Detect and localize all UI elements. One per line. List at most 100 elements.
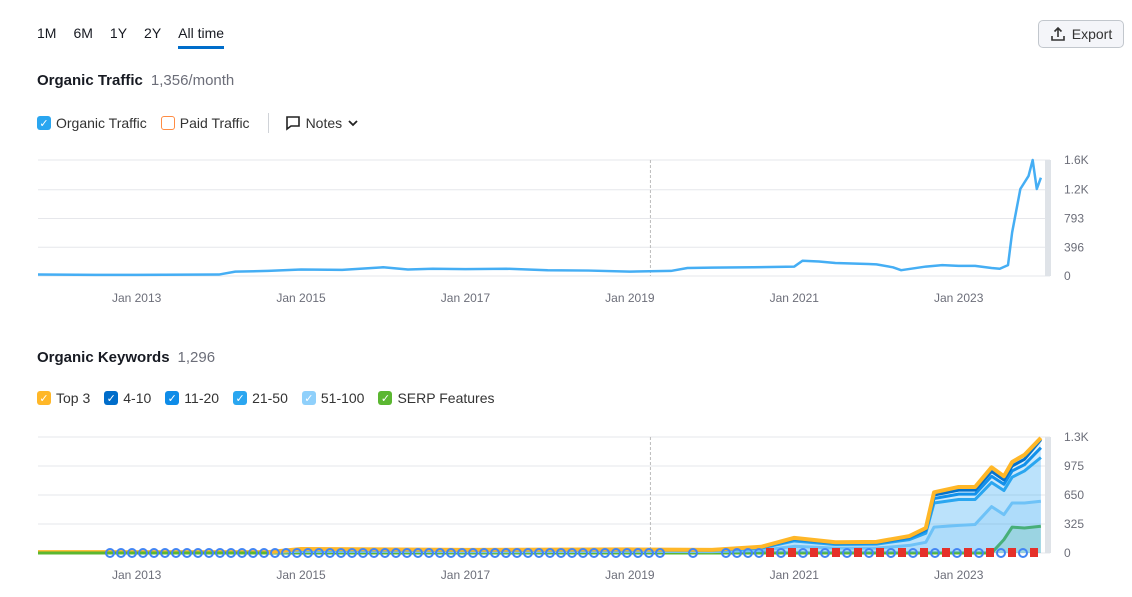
y-tick-label: 0 bbox=[1064, 269, 1071, 283]
legend-51-100[interactable]: ✓ 51-100 bbox=[301, 390, 365, 406]
legend-paid-traffic[interactable]: Paid Traffic bbox=[160, 115, 250, 131]
traffic-legend: ✓ Organic Traffic Paid Traffic Notes bbox=[37, 113, 373, 133]
google-g-icon bbox=[215, 548, 225, 558]
series-area-21-50 bbox=[38, 457, 1041, 553]
serp-flag-icon bbox=[986, 548, 994, 557]
google-g-icon bbox=[512, 548, 522, 558]
y-tick-label: 1.2K bbox=[1064, 183, 1089, 197]
google-g-icon bbox=[468, 548, 478, 558]
legend-21-50[interactable]: ✓ 21-50 bbox=[233, 390, 288, 406]
current-period-band bbox=[1045, 160, 1051, 276]
google-g-icon bbox=[930, 548, 940, 558]
traffic-chart: 0 396 793 1.2K 1.6K Jan 2013 Jan 2015 Jan 2017 J… bbox=[37, 153, 1089, 305]
google-g-icon bbox=[380, 548, 390, 558]
x-tick-label: Jan 2023 bbox=[934, 291, 984, 305]
y-tick-label: 396 bbox=[1064, 240, 1084, 254]
series-area-4-10 bbox=[38, 439, 1041, 553]
series-line-11-20 bbox=[38, 446, 1042, 554]
tab-2y[interactable]: 2Y bbox=[144, 25, 162, 41]
legend-11-20[interactable]: ✓ 11-20 bbox=[165, 390, 219, 406]
legend-label: 51-100 bbox=[320, 390, 365, 406]
google-g-icon bbox=[424, 548, 434, 558]
serp-flag-icon bbox=[964, 548, 972, 557]
period-tabs: 1M 6M 1Y 2Y All time bbox=[37, 25, 225, 49]
notes-dropdown[interactable]: Notes bbox=[285, 115, 360, 131]
legend-label: SERP Features bbox=[397, 390, 495, 406]
google-g-icon bbox=[633, 548, 643, 558]
x-tick-label: Jan 2013 bbox=[112, 291, 162, 305]
export-label: Export bbox=[1071, 26, 1113, 42]
legend-top-3[interactable]: ✓ Top 3 bbox=[37, 390, 90, 406]
x-tick-label: Jan 2015 bbox=[276, 568, 326, 582]
google-g-icon bbox=[721, 548, 731, 558]
google-g-icon bbox=[655, 548, 665, 558]
google-g-icon bbox=[490, 548, 500, 558]
x-tick-label: Jan 2023 bbox=[934, 568, 984, 582]
google-g-icon bbox=[732, 548, 742, 558]
legend-label: 11-20 bbox=[184, 390, 220, 406]
google-g-icon bbox=[457, 548, 467, 558]
series-area-11-20 bbox=[38, 447, 1041, 553]
chevron-down-icon bbox=[348, 120, 358, 127]
x-tick-label: Jan 2021 bbox=[770, 568, 820, 582]
google-g-icon bbox=[402, 548, 412, 558]
google-g-icon bbox=[204, 548, 214, 558]
google-g-icon bbox=[578, 548, 588, 558]
google-g-icon bbox=[325, 548, 335, 558]
serp-flag-icon bbox=[876, 548, 884, 557]
google-g-icon bbox=[435, 548, 445, 558]
google-g-icon bbox=[160, 548, 170, 558]
google-g-icon bbox=[336, 548, 346, 558]
y-tick-label: 975 bbox=[1064, 459, 1084, 473]
google-g-icon bbox=[996, 548, 1006, 558]
tab-6m[interactable]: 6M bbox=[73, 25, 93, 41]
google-g-icon bbox=[138, 548, 148, 558]
x-tick-label: Jan 2019 bbox=[605, 291, 655, 305]
legend-label: Top 3 bbox=[56, 390, 91, 406]
serp-flag-icon bbox=[920, 548, 928, 557]
legend-label: Organic Traffic bbox=[56, 115, 147, 131]
checkbox-checked-icon: ✓ bbox=[233, 391, 248, 405]
legend-serp-features[interactable]: ✓ SERP Features bbox=[378, 390, 494, 406]
keywords-value: 1,296 bbox=[177, 349, 216, 366]
google-g-icon bbox=[237, 548, 247, 558]
series-area-top-3 bbox=[38, 437, 1041, 553]
google-g-icon bbox=[303, 548, 313, 558]
google-g-icon bbox=[314, 548, 324, 558]
keywords-legend: ✓ Top 3 ✓ 4-10 ✓ 11-20 ✓ 21-50 ✓ 51-100 ✓ SERP Feat… bbox=[37, 390, 508, 406]
google-g-icon bbox=[116, 548, 126, 558]
serp-flag-icon bbox=[1030, 548, 1038, 557]
checkbox-checked-icon: ✓ bbox=[104, 391, 119, 405]
legend-4-10[interactable]: ✓ 4-10 bbox=[104, 390, 151, 406]
google-g-icon bbox=[534, 548, 544, 558]
google-g-icon bbox=[171, 548, 181, 558]
google-g-icon bbox=[743, 548, 753, 558]
tab-1m[interactable]: 1M bbox=[37, 25, 57, 41]
google-g-icon bbox=[1018, 548, 1028, 558]
y-tick-label: 1.6K bbox=[1064, 153, 1089, 167]
tab-1y[interactable]: 1Y bbox=[109, 25, 128, 41]
y-tick-label: 0 bbox=[1064, 546, 1071, 560]
checkbox-checked-icon: ✓ bbox=[165, 391, 180, 405]
export-button[interactable]: Export bbox=[1038, 20, 1124, 48]
google-g-icon bbox=[501, 548, 511, 558]
google-g-icon bbox=[369, 548, 379, 558]
google-g-icon bbox=[149, 548, 159, 558]
upload-icon bbox=[1050, 26, 1065, 41]
google-g-icon bbox=[908, 548, 918, 558]
x-tick-label: Jan 2015 bbox=[276, 291, 326, 305]
tab-all-time[interactable]: All time bbox=[178, 25, 225, 49]
traffic-title: Organic Traffic 1,356/month bbox=[37, 72, 234, 89]
checkbox-checked-icon: ✓ bbox=[37, 391, 51, 405]
current-period-band bbox=[1045, 437, 1051, 553]
google-g-icon bbox=[952, 548, 962, 558]
serp-flag-icon bbox=[766, 548, 774, 557]
google-g-icon bbox=[600, 548, 610, 558]
y-tick-label: 325 bbox=[1064, 517, 1084, 531]
keywords-title: Organic Keywords 1,296 bbox=[37, 349, 215, 366]
google-g-icon bbox=[193, 548, 203, 558]
legend-organic-traffic[interactable]: ✓ Organic Traffic bbox=[37, 115, 147, 131]
google-g-icon bbox=[347, 548, 357, 558]
legend-label: 4-10 bbox=[123, 390, 152, 406]
google-g-icon bbox=[358, 548, 368, 558]
